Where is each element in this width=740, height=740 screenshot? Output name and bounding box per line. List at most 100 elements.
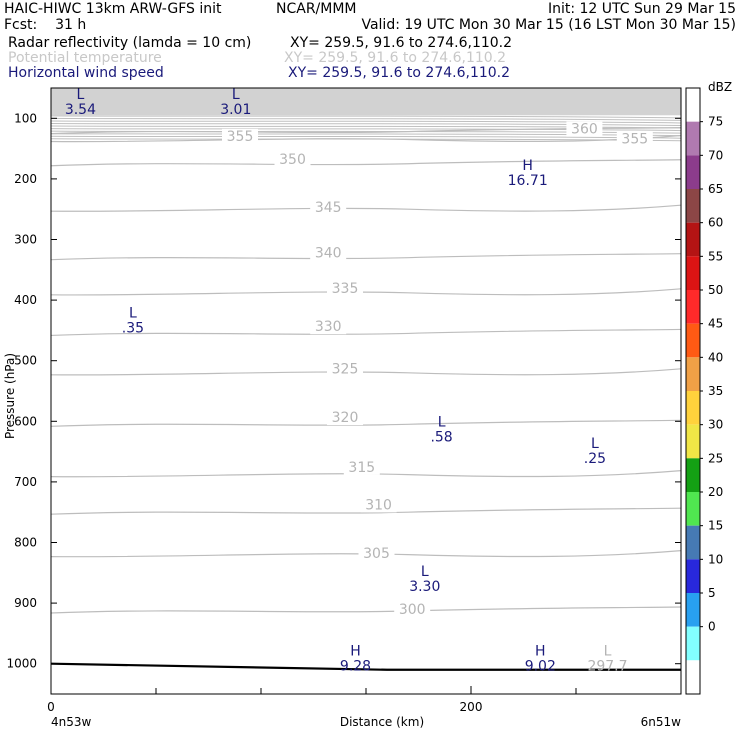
theta-extremum-letter: L [604, 643, 612, 659]
field-name-theta: Potential temperature [8, 50, 162, 66]
wind-extremum-letter: L [421, 564, 429, 580]
colorbar-segment [686, 290, 700, 324]
wind-extremum-letter: L [438, 414, 446, 430]
y-tick-label: 100 [14, 111, 37, 125]
colorbar-label: 70 [708, 148, 723, 162]
colorbar-label: 40 [708, 350, 723, 364]
theta-contour-label: 320 [332, 410, 359, 426]
theta-contour-label: 355 [227, 129, 254, 145]
colorbar-segment [686, 593, 700, 627]
y-tick-label: 200 [14, 172, 37, 186]
colorbar-label: 25 [708, 451, 723, 465]
theta-contour-label: 330 [315, 319, 342, 335]
colorbar-segment [686, 189, 700, 223]
theta-contour-label: 335 [332, 281, 359, 297]
theta-contour-line [50, 550, 682, 558]
colorbar-segment [686, 222, 700, 257]
contour-label-bg [222, 128, 258, 144]
colorbar-segment [686, 424, 700, 459]
contour-label-bg [343, 459, 380, 475]
y-tick-label: 500 [14, 354, 37, 368]
y-tick-label: 1000 [6, 657, 37, 671]
contour-label-bg [310, 319, 347, 335]
theta-contour-label: 325 [332, 362, 359, 378]
theta-extremum-value: 297.7 [587, 658, 627, 674]
contour-label-bg [310, 199, 347, 215]
model-title: HAIC-HIWC 13km ARW-GFS init [4, 1, 222, 17]
theta-contour-line [50, 328, 682, 337]
wind-extremum-letter: H [350, 643, 361, 659]
wind-extremum-value: 3.30 [409, 579, 440, 595]
y-tick-label: 900 [14, 596, 37, 610]
theta-contour-dense [50, 115, 682, 119]
colorbar-segment [686, 525, 700, 560]
wind-extremum-letter: H [522, 158, 533, 174]
field-xy-wind: XY= 259.5, 91.6 to 274.6,110.2 [288, 65, 511, 81]
wind-extremum-letter: L [129, 305, 137, 321]
wind-extremum-value: 16.71 [508, 173, 548, 189]
theta-contour-label: 360 [571, 122, 598, 138]
wind-extremum-letter: L [232, 87, 240, 103]
wind-extremum-value: 3.54 [65, 102, 96, 118]
contour-label-bg [327, 361, 363, 377]
contour-label-bg [358, 545, 395, 561]
theta-contour-label: 350 [279, 152, 306, 168]
valid-time: Valid: 19 UTC Mon 30 Mar 15 (16 LST Mon … [361, 17, 736, 33]
org-label: NCAR/MMM [276, 1, 357, 17]
theta-contour-label: 305 [363, 546, 390, 562]
fcst-value: 31 h [55, 17, 87, 33]
surface-line [50, 662, 681, 671]
theta-contour-dense [50, 117, 682, 121]
field-name-reflectivity: Radar reflectivity (lamda = 10 cm) [8, 35, 252, 51]
contour-label-bg [327, 281, 363, 297]
theta-contour-line [50, 159, 682, 167]
theta-contour-line [50, 134, 682, 143]
theta-contour-line [50, 288, 682, 296]
y-tick-label: 400 [14, 293, 37, 307]
colorbar-segment [686, 626, 700, 661]
theta-contour-line [50, 368, 682, 376]
contour-label-bg [274, 151, 311, 167]
contour-label-bg [360, 497, 397, 513]
forecast-hour: Fcst: 31 h [4, 17, 86, 33]
theta-contour-line [50, 419, 682, 427]
x-end-label: 6n51w [641, 715, 682, 729]
wind-extremum-letter: H [535, 643, 546, 659]
colorbar-label: 15 [708, 519, 723, 533]
x-tick-label: 0 [47, 700, 55, 714]
colorbar-label: 75 [708, 115, 723, 129]
theta-contour-line [50, 606, 682, 614]
contour-label-bg [616, 131, 653, 147]
colorbar-label: 5 [708, 586, 716, 600]
y-axis-label: Pressure (hPa) [3, 353, 17, 439]
contour-label-bg [327, 410, 363, 426]
wind-extremum-value: 9.02 [525, 658, 556, 674]
colorbar-segment [686, 357, 700, 391]
field-xy-reflectivity: XY= 259.5, 91.6 to 274.6,110.2 [290, 35, 513, 51]
colorbar-segment [686, 256, 700, 290]
field-name-wind: Horizontal wind speed [8, 65, 164, 81]
colorbar-segment [686, 660, 700, 694]
colorbar-segment [686, 492, 700, 526]
y-tick-label: 700 [14, 475, 37, 489]
wind-extremum-letter: L [591, 436, 599, 452]
theta-contour-label: 310 [365, 497, 392, 513]
colorbar-label: 60 [708, 216, 723, 230]
contour-label-bg [566, 121, 603, 137]
colorbar-segment [686, 559, 700, 593]
plot-frame [50, 87, 682, 695]
colorbar-label: 35 [708, 384, 723, 398]
colorbar-label: 0 [708, 620, 716, 634]
init-time: Init: 12 UTC Sun 29 Mar 15 [547, 1, 736, 17]
colorbar-label: 65 [708, 182, 723, 196]
theta-contour-dense [50, 135, 682, 139]
wind-extremum-value: .25 [584, 451, 606, 467]
theta-contour-label: 355 [621, 131, 648, 147]
colorbar-label: 20 [708, 485, 723, 499]
theta-contour-label: 345 [315, 200, 342, 216]
colorbar-segment [686, 323, 700, 358]
contour-label-bg [394, 602, 431, 618]
wind-extremum-value: .35 [122, 320, 144, 336]
colorbar-unit: dBZ [708, 80, 732, 94]
